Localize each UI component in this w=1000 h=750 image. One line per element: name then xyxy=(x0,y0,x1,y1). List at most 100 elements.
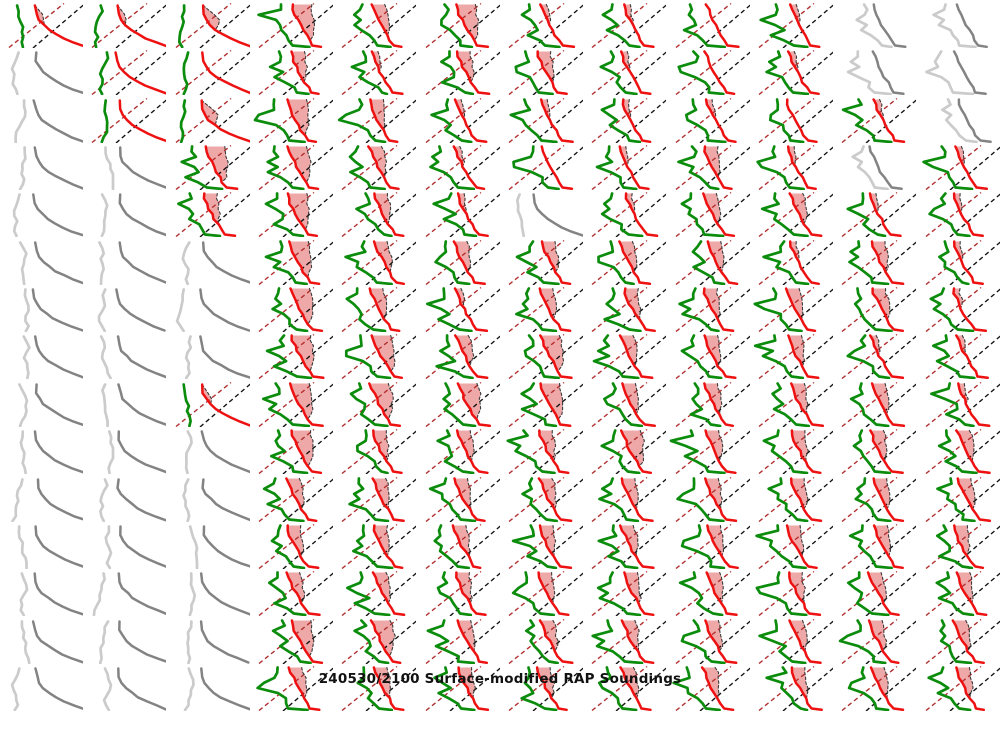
sounding-cell-r7c3 xyxy=(175,288,250,333)
sounding-cell-r10c6 xyxy=(425,429,500,475)
sounding-cell-r2c5 xyxy=(341,50,417,96)
sounding-cell-r9c1 xyxy=(18,382,83,427)
sounding-cell-r11c11 xyxy=(841,476,917,522)
sounding-cell-r14c7 xyxy=(508,618,583,664)
sounding-cell-r14c2 xyxy=(99,619,167,664)
sounding-cell-r6c4 xyxy=(258,239,333,285)
sounding-cell-r3c8 xyxy=(591,97,667,143)
sounding-cell-r6c10 xyxy=(758,239,833,285)
sounding-cell-r13c9 xyxy=(675,571,750,617)
sounding-cell-r15c12 xyxy=(925,665,1000,711)
sounding-cell-r3c2 xyxy=(91,97,167,143)
sounding-cell-r12c11 xyxy=(841,523,917,569)
sounding-cell-r9c12 xyxy=(925,381,1000,427)
sounding-cell-r9c10 xyxy=(758,381,833,427)
sounding-cell-r6c2 xyxy=(98,240,167,285)
sounding-cell-r13c2 xyxy=(92,572,167,617)
sounding-cell-r11c6 xyxy=(425,476,500,522)
sounding-cell-r12c4 xyxy=(258,523,333,569)
sounding-cell-r4c2 xyxy=(104,146,167,191)
sounding-cell-r14c1 xyxy=(20,619,83,664)
sounding-cell-r4c12 xyxy=(921,145,1000,191)
sounding-cell-r5c5 xyxy=(341,192,417,238)
sounding-cell-r4c1 xyxy=(18,146,83,191)
sounding-cell-r5c6 xyxy=(425,192,500,238)
sounding-cell-r7c12 xyxy=(925,287,1000,333)
sounding-cell-r2c10 xyxy=(758,50,833,96)
sounding-cell-r7c9 xyxy=(675,287,750,333)
sounding-cell-r4c11 xyxy=(851,145,904,191)
sounding-cell-r5c10 xyxy=(758,192,833,238)
sounding-cell-r3c5 xyxy=(338,97,417,143)
sounding-cell-r15c5 xyxy=(341,665,417,711)
sounding-cell-r6c7 xyxy=(508,239,583,285)
sounding-cell-r5c2 xyxy=(100,193,167,238)
sounding-cell-r7c8 xyxy=(591,287,667,333)
sounding-cell-r8c3 xyxy=(184,335,250,380)
sounding-cell-r10c7 xyxy=(506,429,583,475)
sounding-cell-r3c6 xyxy=(425,97,500,143)
sounding-cell-r9c3 xyxy=(175,381,250,427)
sounding-cell-r15c1 xyxy=(10,667,83,711)
sounding-cell-r2c2 xyxy=(91,50,167,96)
sounding-cell-r15c2 xyxy=(103,667,167,711)
sounding-cell-r14c4 xyxy=(258,618,333,664)
sounding-cell-r15c11 xyxy=(841,665,917,711)
sounding-cell-r15c6 xyxy=(425,665,500,711)
sounding-cell-r5c7 xyxy=(515,193,583,238)
sounding-cell-r8c9 xyxy=(675,334,750,380)
sounding-cell-r1c12 xyxy=(931,3,988,48)
sounding-cell-r9c5 xyxy=(341,381,417,427)
sounding-cell-r11c8 xyxy=(591,476,667,522)
sounding-cell-r11c9 xyxy=(675,476,750,522)
sounding-cell-r15c8 xyxy=(591,665,667,711)
sounding-cell-r13c11 xyxy=(841,571,917,617)
sounding-cell-r1c5 xyxy=(341,2,417,48)
sounding-cell-r8c11 xyxy=(841,334,917,380)
sounding-cell-r13c12 xyxy=(925,571,1000,617)
sounding-cell-r15c4 xyxy=(256,665,333,711)
sounding-cell-r12c10 xyxy=(755,523,833,569)
sounding-cell-r6c8 xyxy=(591,239,667,285)
sounding-cell-r4c7 xyxy=(508,145,583,191)
sounding-cell-r1c11 xyxy=(855,3,907,48)
sounding-cell-r5c3 xyxy=(175,192,250,238)
sounding-cell-r3c7 xyxy=(508,97,583,143)
sounding-cell-r15c10 xyxy=(758,665,833,711)
sounding-cell-r8c10 xyxy=(753,334,833,380)
sounding-cell-r7c4 xyxy=(258,287,333,333)
sounding-cell-r6c9 xyxy=(675,239,750,285)
sounding-cell-r11c7 xyxy=(508,476,583,522)
sounding-cell-r12c7 xyxy=(508,523,583,569)
sounding-cell-r4c4 xyxy=(258,145,333,191)
sounding-cell-r15c9 xyxy=(671,665,750,711)
sounding-cell-r13c8 xyxy=(591,571,667,617)
sounding-cell-r8c6 xyxy=(425,334,500,380)
sounding-cell-r9c7 xyxy=(508,381,583,427)
sounding-cell-r9c2 xyxy=(101,382,167,427)
sounding-cell-r10c4 xyxy=(258,429,333,475)
sounding-cell-r2c4 xyxy=(258,50,333,96)
sounding-cell-r2c8 xyxy=(591,50,667,96)
sounding-cell-r11c2 xyxy=(99,477,167,522)
sounding-cell-r9c11 xyxy=(841,381,917,427)
sounding-cell-r4c5 xyxy=(341,145,417,191)
sounding-cell-r4c6 xyxy=(425,145,500,191)
sounding-cell-r1c3 xyxy=(175,2,250,48)
sounding-cell-r10c1 xyxy=(19,430,83,475)
sounding-cell-r7c5 xyxy=(341,287,417,333)
sounding-cell-r3c1 xyxy=(14,98,83,143)
sounding-cell-r13c6 xyxy=(425,571,500,617)
sounding-cell-r2c3 xyxy=(175,50,250,96)
sounding-cell-r1c2 xyxy=(91,2,167,48)
sounding-cell-r11c12 xyxy=(925,476,1000,522)
sounding-cell-r10c11 xyxy=(841,429,917,475)
sounding-cell-r2c12 xyxy=(924,50,987,96)
sounding-cell-r11c3 xyxy=(181,477,250,522)
sounding-cell-r9c6 xyxy=(425,381,500,427)
sounding-cell-r12c8 xyxy=(591,523,667,569)
sounding-cell-r6c5 xyxy=(341,239,417,285)
sounding-cell-r7c2 xyxy=(98,288,167,333)
